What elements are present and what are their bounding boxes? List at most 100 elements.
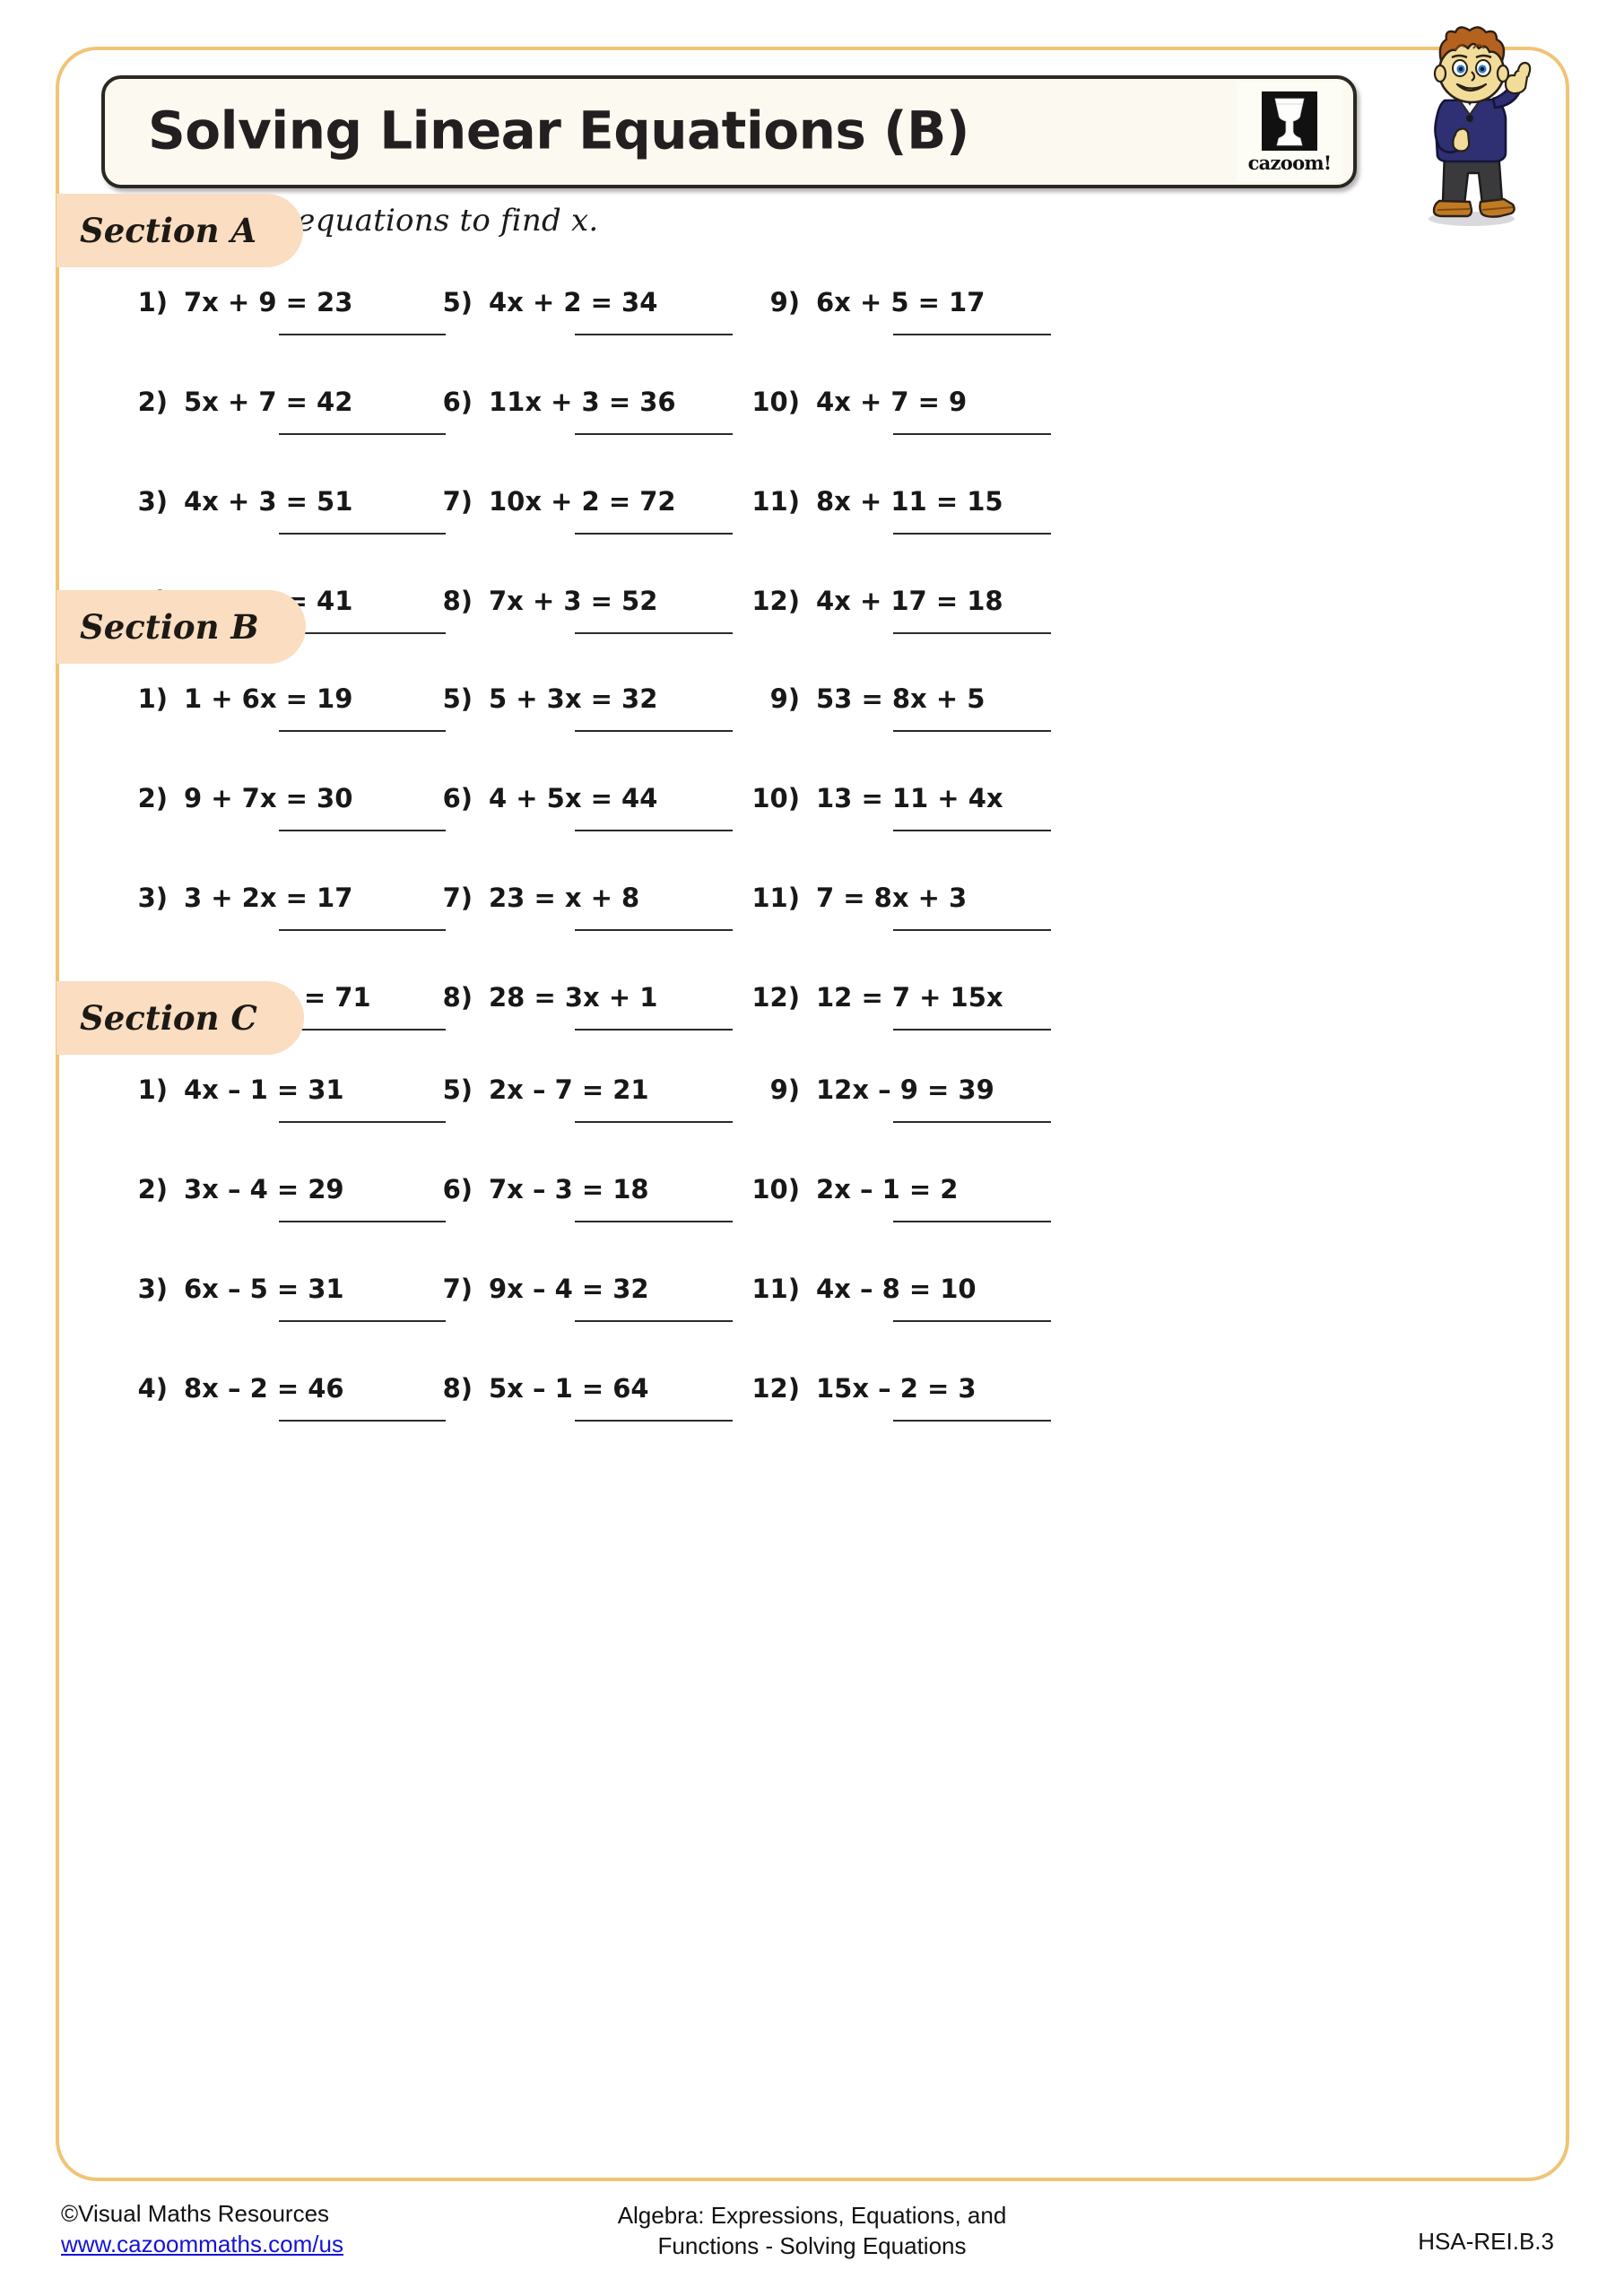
answer-blank[interactable] [279,533,446,535]
copyright-text: ©Visual Maths Resources [61,2200,330,2227]
answer-blank[interactable] [279,830,446,831]
equation-text: 5 + 3x = 32 [489,683,658,714]
question-number: 12) [751,1373,800,1404]
equation-text: 4x + 7 = 9 [816,387,968,417]
question-number: 2) [137,1174,168,1205]
question-number: 11) [751,1274,800,1304]
question-number: 5) [442,287,473,317]
worksheet-footer: ©Visual Maths Resources www.cazoommaths.… [0,2199,1624,2296]
equation-text: 11x + 3 = 36 [489,387,676,417]
answer-blank[interactable] [575,632,733,634]
equation-text: 6x – 5 = 31 [184,1274,344,1304]
question-number: 1) [137,287,168,317]
question-number: 3) [137,883,168,913]
answer-blank[interactable] [279,730,446,732]
equation-text: 23 = x + 8 [489,883,640,913]
question-number: 6) [442,1174,473,1205]
question-number: 7) [442,883,473,913]
equation-text: 4x + 2 = 34 [489,287,658,317]
section-header-section-c: Section C [56,981,304,1055]
equation-text: 4x – 1 = 31 [184,1074,344,1105]
answer-blank[interactable] [575,1420,733,1422]
section-label: Section A [80,211,257,250]
answer-blank[interactable] [893,334,1051,335]
topic-line-2: Functions - Solving Equations [657,2231,967,2259]
answer-blank[interactable] [575,1029,733,1031]
equation-text: 6x + 5 = 17 [816,287,986,317]
answer-blank[interactable] [279,632,446,634]
cazoom-website-link[interactable]: www.cazoommaths.com/us [61,2230,343,2257]
answer-blank[interactable] [575,929,733,931]
equation-text: 8x + 11 = 15 [816,486,1003,517]
section-label: Section C [80,998,257,1038]
equation-text: 28 = 3x + 1 [489,982,658,1013]
equation-text: 3 + 2x = 17 [184,883,353,913]
question-number: 9) [769,1074,800,1105]
section-header-section-b: Section B [56,590,306,664]
equation-text: 9x – 4 = 32 [489,1274,649,1304]
answer-blank[interactable] [279,1029,446,1031]
question-number: 10) [751,783,800,813]
answer-blank[interactable] [279,929,446,931]
equation-text: 4x – 8 = 10 [816,1274,977,1304]
answer-blank[interactable] [893,929,1051,931]
footer-credit: ©Visual Maths Resources www.cazoommaths.… [61,2199,343,2260]
answer-blank[interactable] [893,1320,1051,1322]
answer-blank[interactable] [893,533,1051,535]
answer-blank[interactable] [575,730,733,732]
answer-blank[interactable] [893,632,1051,634]
worksheet-header: Solving Linear Equations (B) cazoom! [59,26,1566,239]
equation-text: 4x + 17 = 18 [816,586,1003,616]
answer-blank[interactable] [893,730,1051,732]
answer-blank[interactable] [893,1121,1051,1123]
cazoom-wordmark: cazoom! [1247,152,1333,174]
answer-blank[interactable] [279,1221,446,1222]
answer-blank[interactable] [279,1121,446,1123]
question-number: 6) [442,387,473,417]
answer-blank[interactable] [893,433,1051,435]
equation-text: 3x – 4 = 29 [184,1174,344,1205]
question-number: 7) [442,486,473,517]
equation-text: 13 = 11 + 4x [816,783,1003,813]
equation-text: 1 + 6x = 19 [184,683,353,714]
answer-blank[interactable] [279,433,446,435]
answer-blank[interactable] [575,1121,733,1123]
answer-blank[interactable] [279,1420,446,1422]
equation-text: 5x – 1 = 64 [489,1373,649,1404]
question-number: 5) [442,1074,473,1105]
answer-blank[interactable] [575,830,733,831]
answer-blank[interactable] [893,830,1051,831]
question-number: 5) [442,683,473,714]
question-number: 9) [769,287,800,317]
answer-blank[interactable] [575,533,733,535]
equation-text: 4 + 5x = 44 [489,783,658,813]
question-number: 11) [751,883,800,913]
answer-blank[interactable] [279,334,446,335]
page-title: Solving Linear Equations (B) [148,100,969,161]
answer-blank[interactable] [575,1221,733,1222]
section-label: Section B [80,607,259,647]
equation-text: 8x – 2 = 46 [184,1373,344,1404]
equation-text: 7x + 3 = 52 [489,586,658,616]
equation-text: 15x – 2 = 3 [816,1373,977,1404]
equation-text: 7 = 8x + 3 [816,883,968,913]
answer-blank[interactable] [893,1221,1051,1222]
equation-text: 10x + 2 = 72 [489,486,676,517]
answer-blank[interactable] [575,433,733,435]
equation-text: 12x – 9 = 39 [816,1074,994,1105]
answer-blank[interactable] [575,334,733,335]
question-number: 3) [137,486,168,517]
worksheet-frame: Solving Linear Equations (B) cazoom! [56,26,1569,2181]
answer-blank[interactable] [279,1320,446,1322]
answer-blank[interactable] [575,1320,733,1322]
equation-text: 9 + 7x = 30 [184,783,353,813]
question-number: 3) [137,1274,168,1304]
question-number: 9) [769,683,800,714]
standard-code: HSA-REI.B.3 [1418,2228,1554,2255]
question-number: 2) [137,387,168,417]
question-number: 8) [442,982,473,1013]
hourglass-goblet-icon [1262,91,1317,151]
cartoon-boy-thumbs-up-icon [1429,26,1532,226]
answer-blank[interactable] [893,1420,1051,1422]
answer-blank[interactable] [893,1029,1051,1031]
